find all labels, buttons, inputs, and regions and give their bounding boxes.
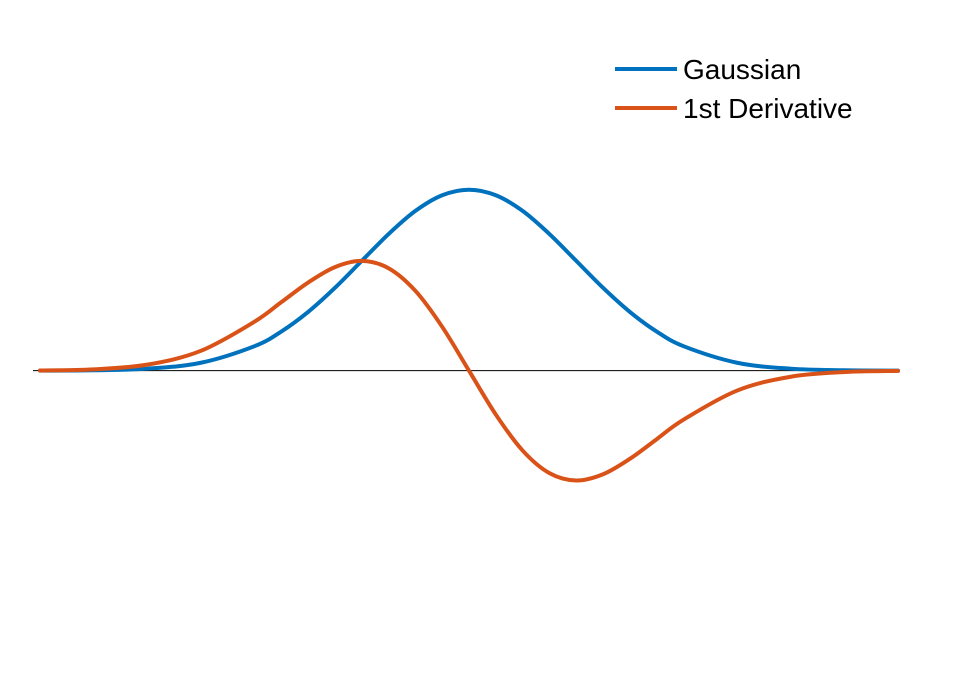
legend-label-gaussian: Gaussian (683, 54, 801, 85)
legend: Gaussian 1st Derivative (615, 54, 853, 124)
derivative-line (38, 258, 900, 483)
gaussian-line (38, 187, 900, 373)
legend-label-derivative: 1st Derivative (683, 93, 853, 124)
